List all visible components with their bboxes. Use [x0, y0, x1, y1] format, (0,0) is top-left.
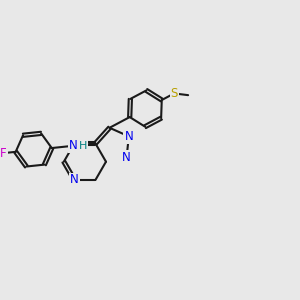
Text: N: N: [124, 130, 133, 143]
Text: H: H: [79, 141, 88, 151]
Text: N: N: [69, 139, 78, 152]
Text: F: F: [0, 147, 7, 160]
Text: N: N: [122, 151, 131, 164]
Text: S: S: [170, 87, 178, 100]
Text: N: N: [70, 173, 79, 187]
